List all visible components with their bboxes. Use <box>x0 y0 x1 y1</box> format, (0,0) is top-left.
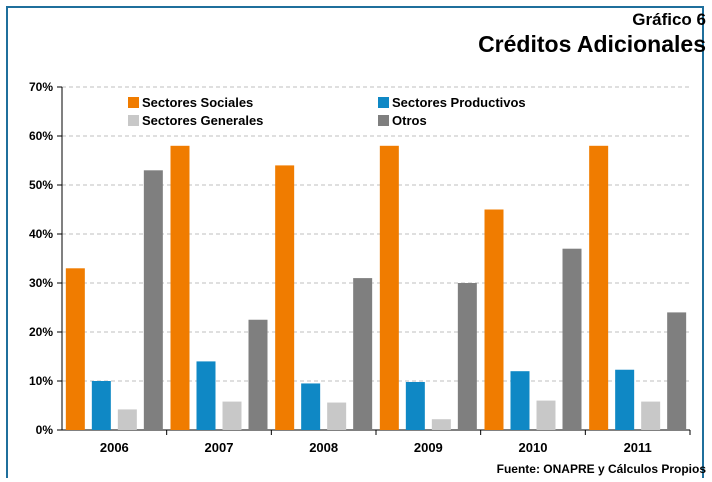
x-tick-label: 2006 <box>100 440 129 455</box>
y-tick-label: 60% <box>29 129 53 143</box>
y-tick-label: 30% <box>29 276 53 290</box>
y-tick-label: 0% <box>36 423 54 437</box>
chart-subtitle: Gráfico 6 <box>632 10 706 29</box>
legend-label: Sectores Sociales <box>142 95 253 110</box>
bar <box>457 283 477 430</box>
bar <box>353 278 373 430</box>
legend-label: Sectores Generales <box>142 113 263 128</box>
y-tick-label: 20% <box>29 325 53 339</box>
bar <box>248 319 268 430</box>
bar <box>615 369 635 430</box>
x-tick-label: 2008 <box>309 440 338 455</box>
bar <box>117 409 137 430</box>
x-tick-label: 2010 <box>519 440 548 455</box>
bar <box>510 371 530 430</box>
legend-label: Otros <box>392 113 427 128</box>
bar <box>170 145 190 431</box>
chart-title: Créditos Adicionales <box>478 31 706 57</box>
bar <box>91 381 111 430</box>
bar <box>196 361 216 430</box>
chart-header: Gráfico 6 Créditos Adicionales <box>478 10 706 58</box>
y-tick-label: 50% <box>29 178 53 192</box>
bar <box>667 312 687 430</box>
bar <box>143 170 163 431</box>
legend-label: Sectores Productivos <box>392 95 526 110</box>
y-tick-label: 70% <box>29 80 53 94</box>
legend-swatch <box>378 97 389 108</box>
bar <box>65 268 85 430</box>
bar <box>641 401 661 430</box>
y-tick-label: 40% <box>29 227 53 241</box>
x-tick-label: 2009 <box>414 440 443 455</box>
legend-swatch <box>378 115 389 126</box>
legend-swatch <box>128 97 139 108</box>
bar <box>222 401 242 430</box>
bar <box>405 381 425 430</box>
bar <box>301 383 321 430</box>
bar <box>536 400 556 430</box>
bar <box>431 419 451 430</box>
x-tick-label: 2007 <box>205 440 234 455</box>
bar <box>275 165 295 430</box>
bar <box>589 145 609 431</box>
bar <box>379 145 399 431</box>
bar <box>484 209 504 430</box>
bar <box>327 402 347 430</box>
y-tick-label: 10% <box>29 374 53 388</box>
legend-swatch <box>128 115 139 126</box>
source-note: Fuente: ONAPRE y Cálculos Propios <box>496 462 706 476</box>
bar <box>562 248 582 430</box>
x-tick-label: 2011 <box>624 440 652 455</box>
